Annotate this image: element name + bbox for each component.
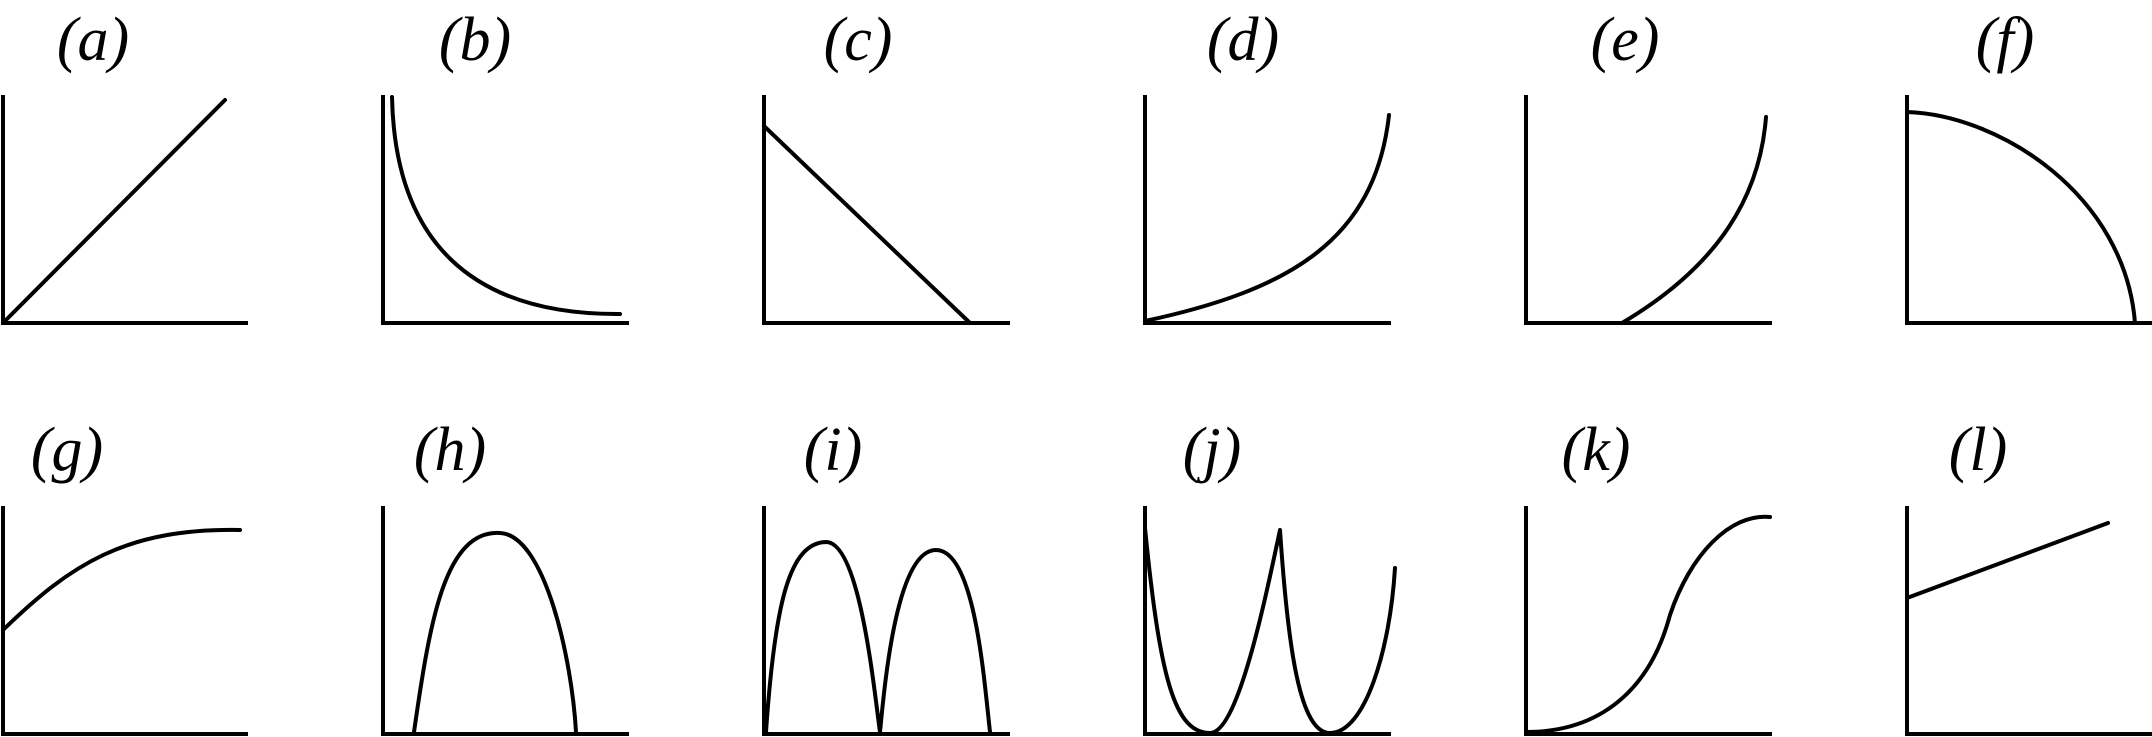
panel-e-label: (e)	[1591, 6, 1660, 74]
panel-e-axes	[1524, 95, 1772, 325]
panel-h: (h)	[381, 416, 629, 736]
panel-b-axes	[381, 95, 629, 325]
panel-h-axes	[381, 506, 629, 736]
panel-f-curve	[1905, 110, 2137, 325]
panel-k: (k)	[1524, 416, 1772, 736]
panel-h-label: (h)	[414, 416, 486, 484]
panel-g-axes	[1, 506, 248, 736]
panel-f-label: (f)	[1976, 6, 2035, 74]
panel-b: (b)	[381, 6, 629, 325]
panel-k-label: (k)	[1562, 416, 1631, 484]
panel-a-curve	[1, 98, 227, 325]
panel-i: (i)	[762, 416, 1010, 736]
panel-c: (c)	[762, 6, 1010, 325]
panel-k-curve	[1524, 514, 1772, 734]
panel-f: (f)	[1905, 6, 2152, 325]
panel-d-curve	[1143, 113, 1391, 323]
panel-c-curve	[762, 124, 972, 325]
panel-b-label: (b)	[439, 6, 511, 74]
panel-c-label: (c)	[824, 6, 893, 74]
panel-k-axes	[1524, 506, 1772, 736]
panel-l-curve	[1905, 521, 2110, 600]
panel-a: (a)	[1, 6, 248, 325]
panel-g-label: (g)	[31, 416, 103, 484]
panel-a-label: (a)	[57, 6, 129, 74]
panel-d-label: (d)	[1207, 6, 1279, 74]
panel-e: (e)	[1524, 6, 1772, 325]
panel-g-curve	[1, 527, 242, 632]
panel-l-label: (l)	[1949, 416, 2008, 484]
panel-i-label: (i)	[804, 416, 863, 484]
panel-c-axes	[762, 95, 1010, 325]
panel-b-curve	[390, 95, 622, 317]
panel-l: (l)	[1905, 416, 2152, 736]
panel-j-axes	[1143, 506, 1391, 736]
panel-e-curve	[1620, 115, 1768, 325]
panel-l-axes	[1905, 506, 2152, 736]
panel-g: (g)	[1, 416, 248, 736]
panel-j-label: (j)	[1183, 416, 1242, 484]
panel-j: (j)	[1143, 416, 1397, 736]
panel-j-curve	[1143, 526, 1397, 735]
panel-i-axes	[762, 506, 1010, 736]
panel-i-curve	[764, 540, 992, 734]
panel-h-curve	[412, 530, 578, 734]
panel-d: (d)	[1143, 6, 1391, 325]
panel-d-axes	[1143, 95, 1391, 325]
panel-f-axes	[1905, 95, 2152, 325]
